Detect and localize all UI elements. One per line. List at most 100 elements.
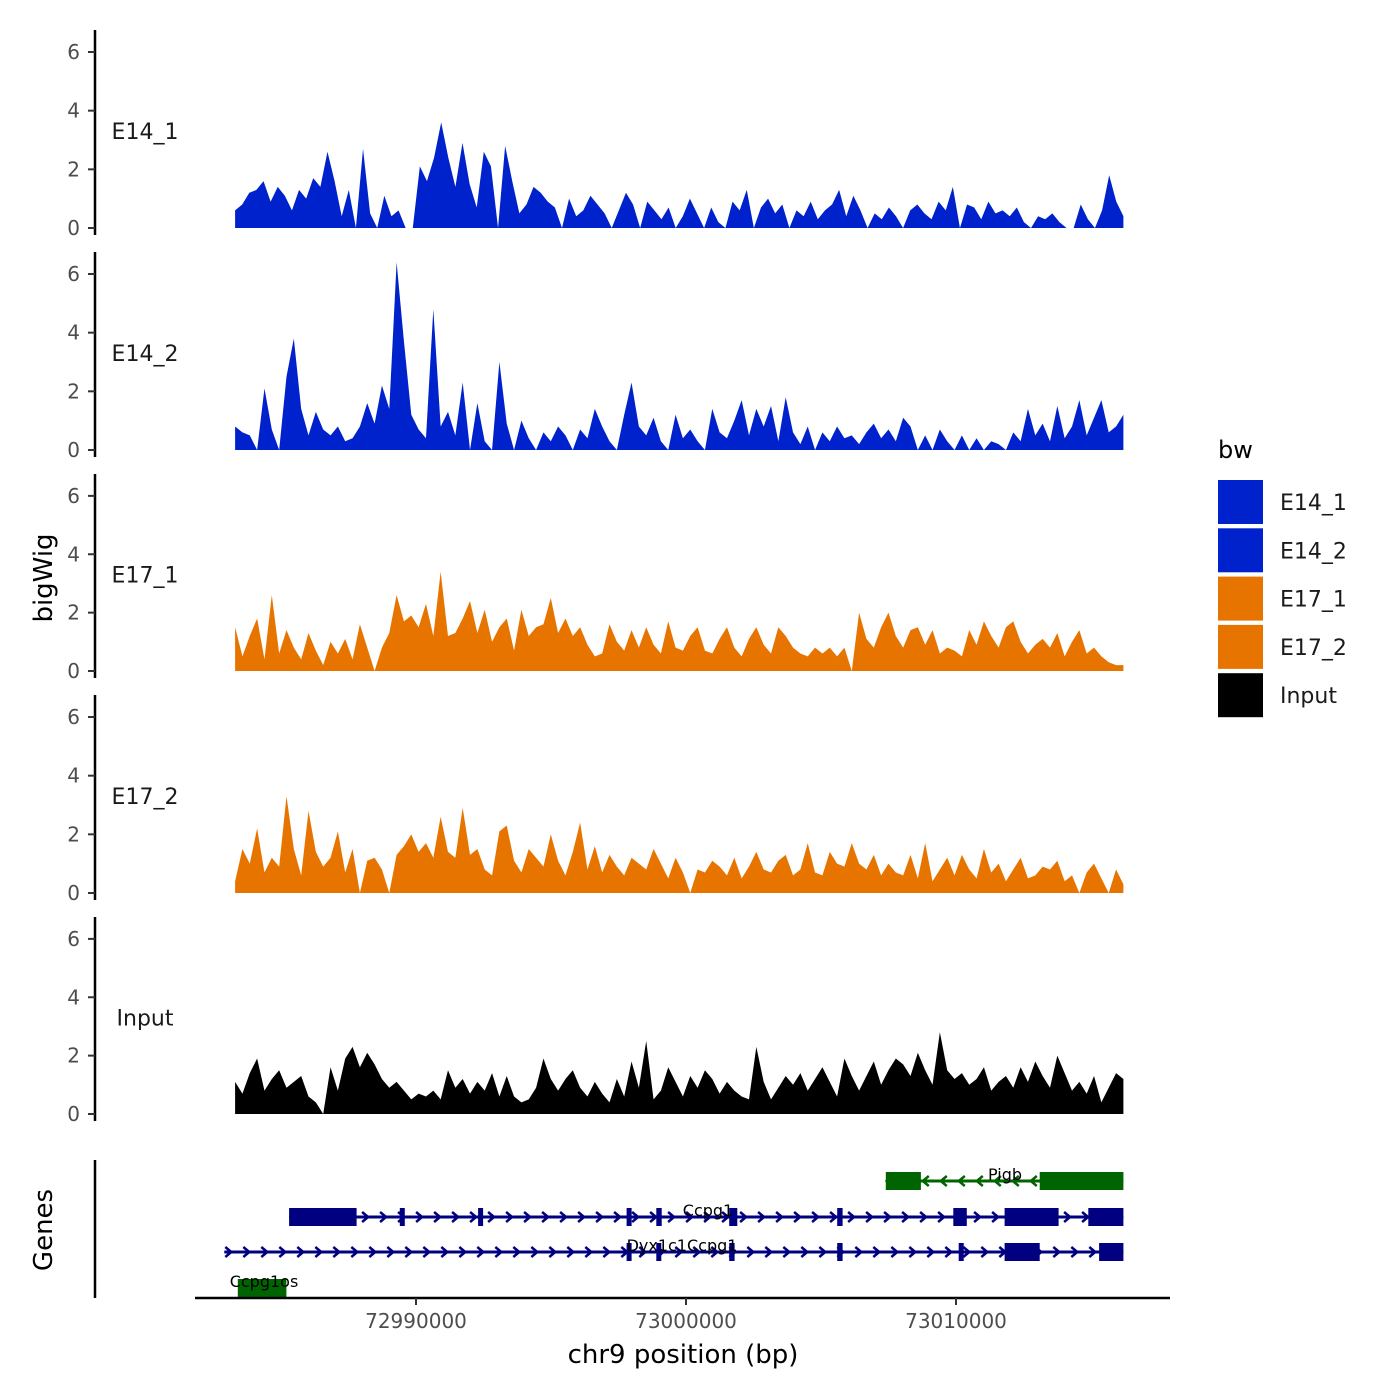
legend-title: bw: [1218, 436, 1253, 464]
genes-axis-title: Genes: [29, 1189, 59, 1271]
strand-chevron: [721, 1211, 731, 1223]
exon: [1039, 1172, 1124, 1190]
strand-chevron: [512, 1246, 522, 1258]
strand-chevron: [487, 1211, 497, 1223]
y-tick-label: 2: [67, 1044, 80, 1068]
x-tick-label: 73010000: [905, 1309, 1007, 1333]
track-input: 0 2 4 6 Input: [67, 917, 1124, 1126]
y-tick-label: 6: [67, 262, 80, 286]
track-e17_1: 0 2 4 6 E17_1: [67, 474, 1124, 683]
strand-chevron: [584, 1246, 594, 1258]
signal-area-e17_2: [235, 796, 1124, 893]
strand-chevron: [1070, 1246, 1080, 1258]
strand-chevron: [548, 1246, 558, 1258]
strand-chevron: [1088, 1246, 1098, 1258]
exon: [399, 1208, 405, 1226]
y-tick-label: 0: [67, 881, 80, 905]
exon: [953, 1208, 967, 1226]
y-tick-label: 0: [67, 1102, 80, 1126]
legend-swatch-e14_2: [1218, 528, 1263, 573]
track-label: E17_2: [112, 785, 179, 810]
strand-chevron: [1010, 1175, 1020, 1187]
x-axis-title: chr9 position (bp): [568, 1340, 799, 1370]
legend-label: E17_1: [1280, 588, 1347, 613]
strand-chevron: [764, 1246, 774, 1258]
exon: [656, 1243, 662, 1261]
strand-chevron: [1063, 1211, 1073, 1223]
strand-chevron: [829, 1211, 839, 1223]
legend-label: E14_2: [1280, 539, 1347, 564]
y-tick-label: 6: [67, 705, 80, 729]
signal-area-e14_1: [235, 122, 1124, 228]
signal-area-e14_2: [235, 262, 1124, 450]
x-axis: 72990000 73000000 73010000: [195, 1296, 1170, 1333]
strand-chevron: [386, 1246, 396, 1258]
strand-chevron: [422, 1246, 432, 1258]
legend-swatch-e17_2: [1218, 624, 1263, 669]
strand-chevron: [854, 1246, 864, 1258]
strand-chevron: [901, 1211, 911, 1223]
strand-chevron: [956, 1175, 966, 1187]
track-label: E14_1: [112, 120, 179, 145]
strand-chevron: [775, 1211, 785, 1223]
track-label: E14_2: [112, 342, 179, 367]
legend-swatch-input: [1218, 673, 1263, 718]
strand-chevron: [332, 1246, 342, 1258]
exon: [656, 1208, 662, 1226]
strand-chevron: [577, 1211, 587, 1223]
strand-chevron: [469, 1211, 479, 1223]
strand-chevron: [890, 1246, 900, 1258]
strand-chevron: [847, 1211, 857, 1223]
y-tick-label: 4: [67, 99, 80, 123]
strand-chevron: [602, 1246, 612, 1258]
y-tick-label: 0: [67, 438, 80, 462]
strand-chevron: [991, 1211, 1001, 1223]
gene-label: Dyx1c1Ccpg1: [627, 1236, 738, 1255]
y-tick-label: 0: [67, 659, 80, 683]
track-e14_2: 0 2 4 6 E14_2: [67, 252, 1124, 462]
signal-area-e17_1: [235, 571, 1124, 671]
strand-chevron: [992, 1175, 1002, 1187]
y-tick-label: 4: [67, 321, 80, 345]
exon: [958, 1243, 964, 1261]
exon: [626, 1243, 632, 1261]
strand-chevron: [404, 1246, 414, 1258]
track-e17_2: 0 2 4 6 E17_2: [67, 695, 1124, 905]
strand-chevron: [937, 1211, 947, 1223]
strand-chevron: [782, 1246, 792, 1258]
legend-label: E17_2: [1280, 636, 1347, 661]
strand-chevron: [242, 1246, 252, 1258]
strand-chevron: [649, 1211, 659, 1223]
exon: [626, 1208, 632, 1226]
gene-label: Ccpg1: [683, 1201, 733, 1220]
strand-chevron: [530, 1246, 540, 1258]
exon: [1088, 1208, 1124, 1226]
strand-chevron: [883, 1211, 893, 1223]
strand-chevron: [451, 1211, 461, 1223]
strand-chevron: [541, 1211, 551, 1223]
strand-chevron: [800, 1246, 810, 1258]
strand-chevron: [962, 1246, 972, 1258]
strand-chevron: [944, 1246, 954, 1258]
strand-chevron: [1028, 1175, 1038, 1187]
x-tick-label: 73000000: [635, 1309, 737, 1333]
signal-tracks: 0 2 4 6 E14_1 0 2 4 6 E14_2 0 2 4 6 E17_1 0 2 4 6 E17_2 0 2 4 6…: [67, 30, 1124, 1126]
x-tick-label: 72990000: [365, 1309, 467, 1333]
exon: [837, 1208, 843, 1226]
gene-label: Pigb: [988, 1165, 1022, 1184]
legend: bw E14_1 E14_2 E17_1 E17_2 Input: [1218, 436, 1347, 718]
legend-swatch-e17_1: [1218, 576, 1263, 621]
strand-chevron: [692, 1246, 702, 1258]
exon: [729, 1243, 735, 1261]
strand-chevron: [638, 1246, 648, 1258]
y-tick-label: 6: [67, 927, 80, 951]
strand-chevron: [361, 1211, 371, 1223]
strand-chevron: [739, 1211, 749, 1223]
y-tick-label: 2: [67, 601, 80, 625]
y-tick-label: 2: [67, 822, 80, 846]
strand-chevron: [631, 1211, 641, 1223]
strand-chevron: [926, 1246, 936, 1258]
y-tick-label: 4: [67, 764, 80, 788]
gene-ccpg1os: Ccpg1os: [230, 1272, 298, 1297]
